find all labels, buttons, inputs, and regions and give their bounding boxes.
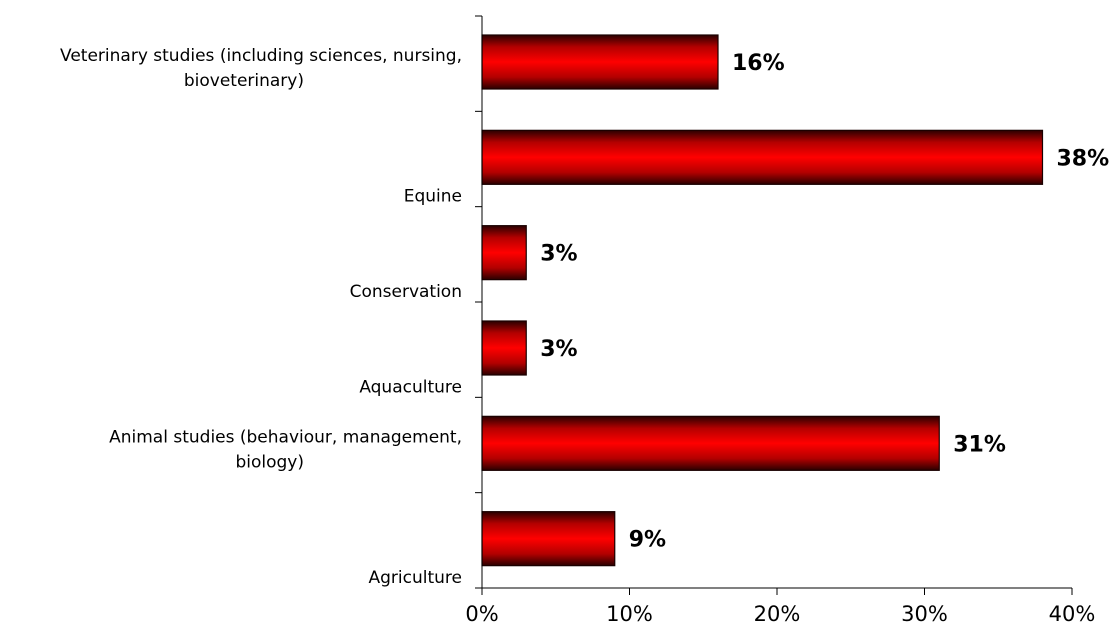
bar	[481, 320, 527, 376]
data-label: 16%	[732, 51, 785, 76]
bar	[481, 129, 1044, 185]
category-label: Conservation	[350, 282, 462, 302]
category-label: Agriculture	[369, 568, 463, 588]
x-tick-label: 30%	[901, 602, 948, 626]
x-tick-label: 20%	[754, 602, 801, 626]
x-tick-label: 0%	[465, 602, 498, 626]
x-axis-ticks: 0% 10% 20% 30% 40%	[465, 588, 1095, 626]
category-label: Equine	[404, 187, 462, 207]
category-label: Aquaculture	[359, 377, 462, 397]
data-labels: 16% 38% 3% 3% 31% 9%	[540, 51, 1109, 553]
bars	[481, 34, 1044, 567]
category-label: Veterinary studies (including sciences, …	[60, 46, 462, 91]
x-tick-label: 10%	[606, 602, 653, 626]
x-tick-label: 40%	[1049, 602, 1096, 626]
data-label: 31%	[953, 432, 1006, 457]
bar	[481, 415, 940, 471]
data-label: 3%	[540, 242, 577, 267]
data-label: 38%	[1057, 146, 1110, 171]
bar	[481, 511, 616, 567]
category-label: Animal studies (behaviour, management, bi…	[109, 427, 462, 472]
y-axis-ticks	[475, 15, 482, 589]
data-label: 9%	[629, 528, 666, 553]
category-labels: Veterinary studies (including sciences, …	[60, 46, 462, 588]
bar	[481, 34, 719, 90]
data-label: 3%	[540, 337, 577, 362]
bar	[481, 225, 527, 281]
